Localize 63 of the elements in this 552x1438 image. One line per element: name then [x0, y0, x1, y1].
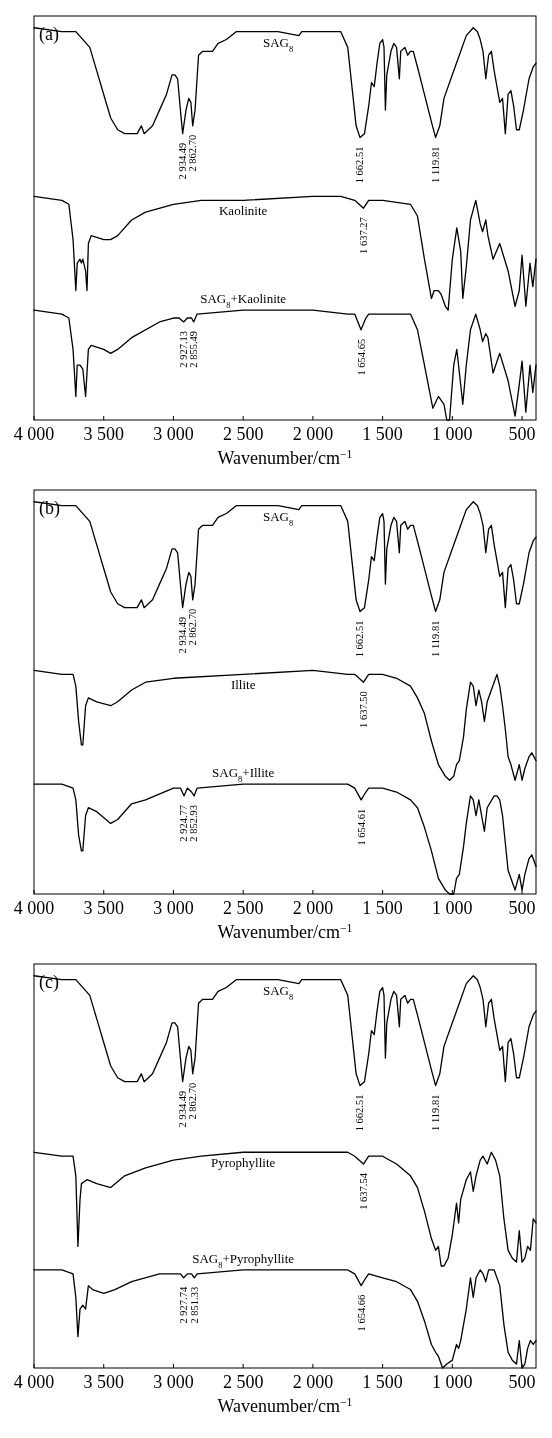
x-tick-label: 3 000 — [153, 898, 194, 918]
annotation: 2 934.49 — [177, 142, 189, 180]
x-tick-label: 3 000 — [153, 1372, 194, 1392]
x-tick-label: 2 000 — [292, 424, 334, 444]
x-tick-label: 1 000 — [432, 424, 473, 444]
x-tick-label: 1 500 — [362, 1372, 403, 1392]
x-tick-label: 1 500 — [362, 424, 403, 444]
x-axis-title: Wavenumber/cm$^{−1}$ — [217, 1395, 353, 1416]
annotation: 2 851.33 — [188, 1286, 200, 1324]
series-label: SAG$_{8}$+Pyrophyllite — [192, 1250, 295, 1270]
x-tick-label: 3 500 — [83, 424, 124, 444]
x-tick-label: 500 — [508, 1372, 536, 1392]
x-tick-label: 3 500 — [83, 898, 124, 918]
x-tick-label: 4 000 — [13, 1372, 55, 1392]
annotation: 2 862.70 — [187, 1082, 199, 1120]
x-tick-label: 2 000 — [292, 1372, 334, 1392]
annotation: 2 852.93 — [188, 804, 200, 842]
x-tick-label: 2 500 — [222, 424, 264, 444]
annotation: 2 862.70 — [187, 608, 199, 646]
annotation: 1 654.61 — [355, 808, 367, 846]
x-tick-label: 1 500 — [362, 898, 403, 918]
x-tick-label: 500 — [508, 424, 536, 444]
annotation: (c) — [39, 972, 59, 993]
annotation: 2 934.49 — [177, 1090, 189, 1128]
x-tick-label: 1 000 — [432, 898, 473, 918]
series-label: Kaolinite — [218, 203, 268, 219]
x-tick-label: 4 000 — [13, 898, 55, 918]
series-label: SAG$_{8}$+Illite — [212, 765, 275, 785]
annotation: 2 862.70 — [187, 134, 199, 172]
annotation: 1 119.81 — [430, 146, 442, 183]
annotation: 1 637.27 — [357, 217, 369, 254]
annotation: 1 119.81 — [430, 1094, 442, 1131]
annotation: (b) — [39, 498, 60, 519]
annotation: 1 654.66 — [355, 1294, 367, 1332]
x-tick-label: 2 500 — [222, 898, 264, 918]
x-tick-label: 4 000 — [13, 424, 55, 444]
annotation: 1 637.54 — [357, 1172, 369, 1210]
series-label: SAG$_{8}$ — [262, 508, 294, 528]
annotation: 1 637.50 — [357, 691, 369, 728]
series-label: SAG$_{8}$ — [262, 34, 294, 54]
annotation: 1 662.51 — [354, 1094, 366, 1132]
x-tick-label: 2 500 — [222, 1372, 264, 1392]
x-tick-label: 500 — [508, 898, 536, 918]
series-label: SAG$_{8}$+Kaolinite — [200, 291, 287, 311]
x-axis-title: Wavenumber/cm$^{−1}$ — [217, 921, 353, 942]
annotation: 1 654.65 — [355, 338, 367, 376]
annotation: 1 662.51 — [354, 620, 366, 658]
x-axis-title: Wavenumber/cm$^{−1}$ — [217, 447, 353, 468]
x-tick-label: 2 000 — [292, 898, 334, 918]
annotation: 1 662.51 — [354, 146, 366, 184]
x-tick-label: 3 000 — [153, 424, 194, 444]
series-label: Illite — [230, 677, 256, 693]
annotation: 2 924.77 — [178, 804, 190, 842]
annotation: 1 119.81 — [430, 620, 442, 657]
annotation: 2 927.13 — [178, 330, 190, 368]
x-tick-label: 3 500 — [83, 1372, 124, 1392]
annotation: (a) — [39, 24, 59, 45]
x-tick-label: 1 000 — [432, 1372, 473, 1392]
annotation: 2 934.49 — [177, 616, 189, 654]
annotation: 2 855.49 — [188, 330, 200, 368]
annotation: 2 927.74 — [178, 1286, 190, 1324]
series-label: Pyrophyllite — [211, 1155, 276, 1171]
series-label: SAG$_{8}$ — [262, 982, 294, 1002]
